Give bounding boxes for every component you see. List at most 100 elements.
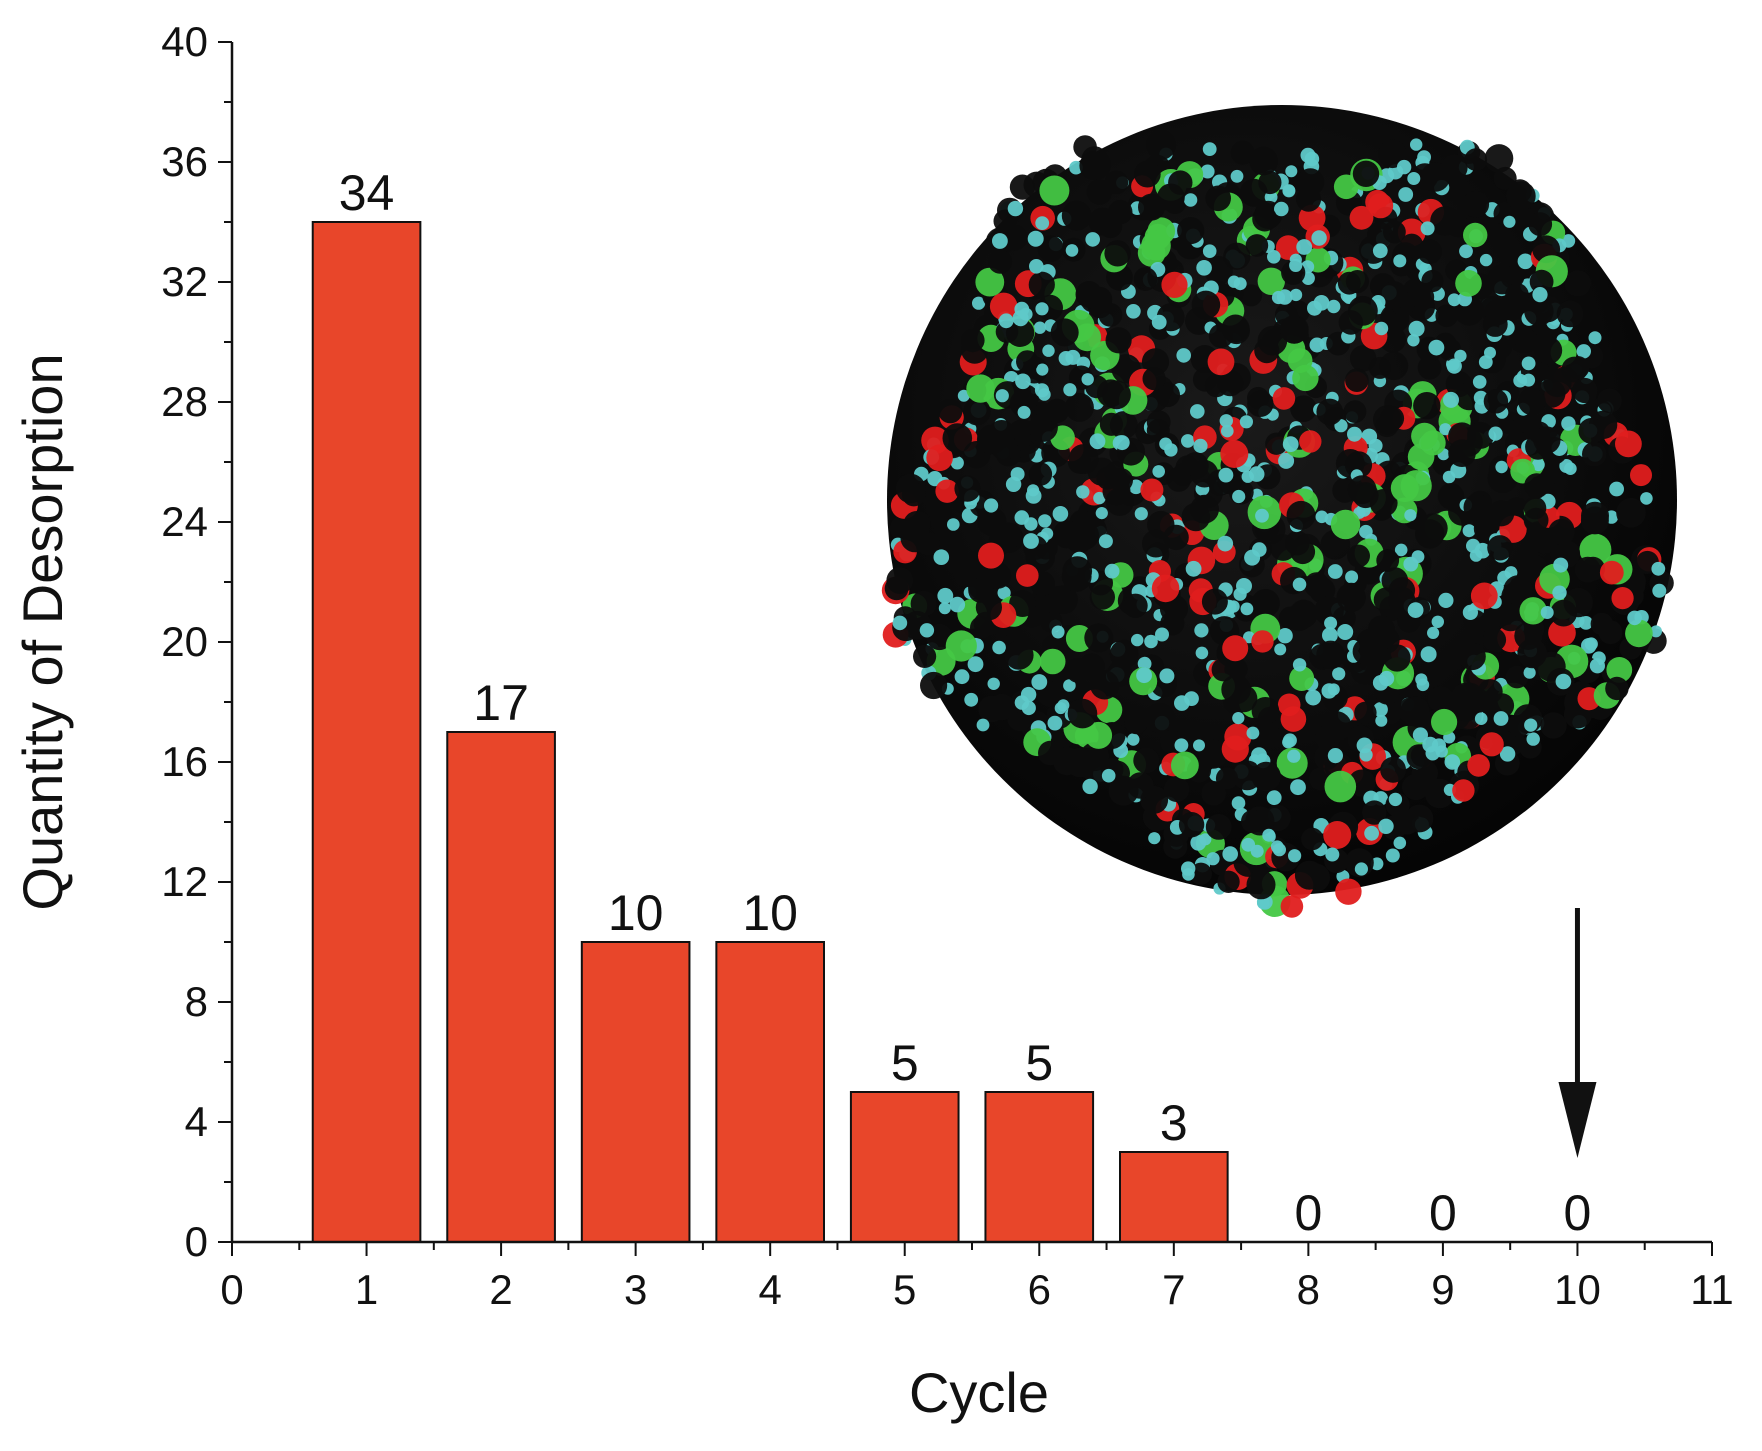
atom [1201,588,1228,615]
atom [1354,701,1377,724]
atom [1271,290,1286,305]
atom [1488,500,1515,527]
atom [1205,814,1232,840]
atom [1368,193,1394,219]
atom [1526,732,1540,746]
atom [1534,336,1563,365]
x-tick-label-6: 6 [1028,1266,1051,1313]
atom [900,523,930,553]
atom [1524,296,1554,327]
atom [1251,697,1280,725]
atom [1061,200,1092,231]
atom [1195,646,1209,660]
atom [1427,686,1454,712]
atom [1161,271,1188,298]
atom [1239,415,1253,429]
atom [1555,673,1572,690]
atom [1034,383,1050,398]
atom [1251,588,1280,618]
atom [954,669,970,685]
atom [1221,314,1250,343]
atom [1588,331,1602,345]
atom [1304,572,1330,598]
atom [1217,870,1240,893]
atom [1652,583,1667,598]
atom [1311,230,1327,246]
atom [938,399,963,424]
atom [1021,700,1036,716]
atom [1372,243,1388,259]
atom [1218,467,1234,483]
atom [1104,563,1120,579]
atom [1262,828,1276,842]
atom [947,518,960,531]
atom [1089,433,1106,450]
atom [1378,139,1407,169]
data-label-cycle-10: 0 [1564,1185,1592,1241]
atom [1133,267,1158,291]
atom [937,587,954,604]
atom [1051,625,1065,639]
atom [1394,543,1408,557]
atom [1483,628,1507,652]
atom [1183,193,1198,207]
atom [1327,748,1343,764]
atom [1004,640,1034,670]
atom [1163,524,1189,551]
atom [1478,355,1493,369]
atom [1278,452,1295,469]
atom [1651,561,1666,576]
atom [1084,623,1114,653]
atom [1144,634,1158,649]
bar-cycle-7 [1119,1151,1229,1243]
atom [1400,470,1432,502]
atom [1027,484,1040,497]
x-tick-label-5: 5 [893,1266,916,1313]
atom [968,577,994,603]
atom [919,623,935,638]
atom [1082,778,1098,795]
atom [1063,679,1076,692]
y-tick-label-32: 32 [161,258,208,305]
atom [1398,187,1414,202]
molecule-sphere-image [881,105,1677,918]
atom [1222,635,1249,662]
atom [1383,644,1411,672]
atom [1178,812,1205,838]
atom [1352,160,1380,187]
atom [950,456,964,470]
atom [1232,489,1246,504]
atom [1344,451,1373,479]
atom [1296,239,1313,255]
atom [964,692,979,707]
atom [1240,284,1263,307]
atom [1313,295,1330,311]
atom [1362,800,1387,825]
atom [954,564,977,588]
atom [1408,320,1425,337]
atom [942,423,973,453]
atom [1042,344,1055,357]
atom [1272,387,1296,410]
atom [1230,140,1255,165]
atom [1444,754,1461,770]
atom [1104,240,1131,267]
atom [1269,534,1297,561]
atom [1550,599,1577,627]
atom [1221,424,1234,438]
atom [961,328,985,353]
atom [1495,460,1508,474]
atom [1368,615,1395,642]
atom [1136,667,1152,684]
atom [1535,651,1566,682]
atom [1035,216,1050,231]
atom [1017,405,1031,419]
atom [1010,467,1025,482]
atom [1287,749,1301,763]
atom [1108,199,1133,225]
atom [1462,524,1476,538]
atom [1609,481,1624,497]
atom [1081,373,1094,386]
atom [886,567,914,594]
atom [1443,391,1459,408]
